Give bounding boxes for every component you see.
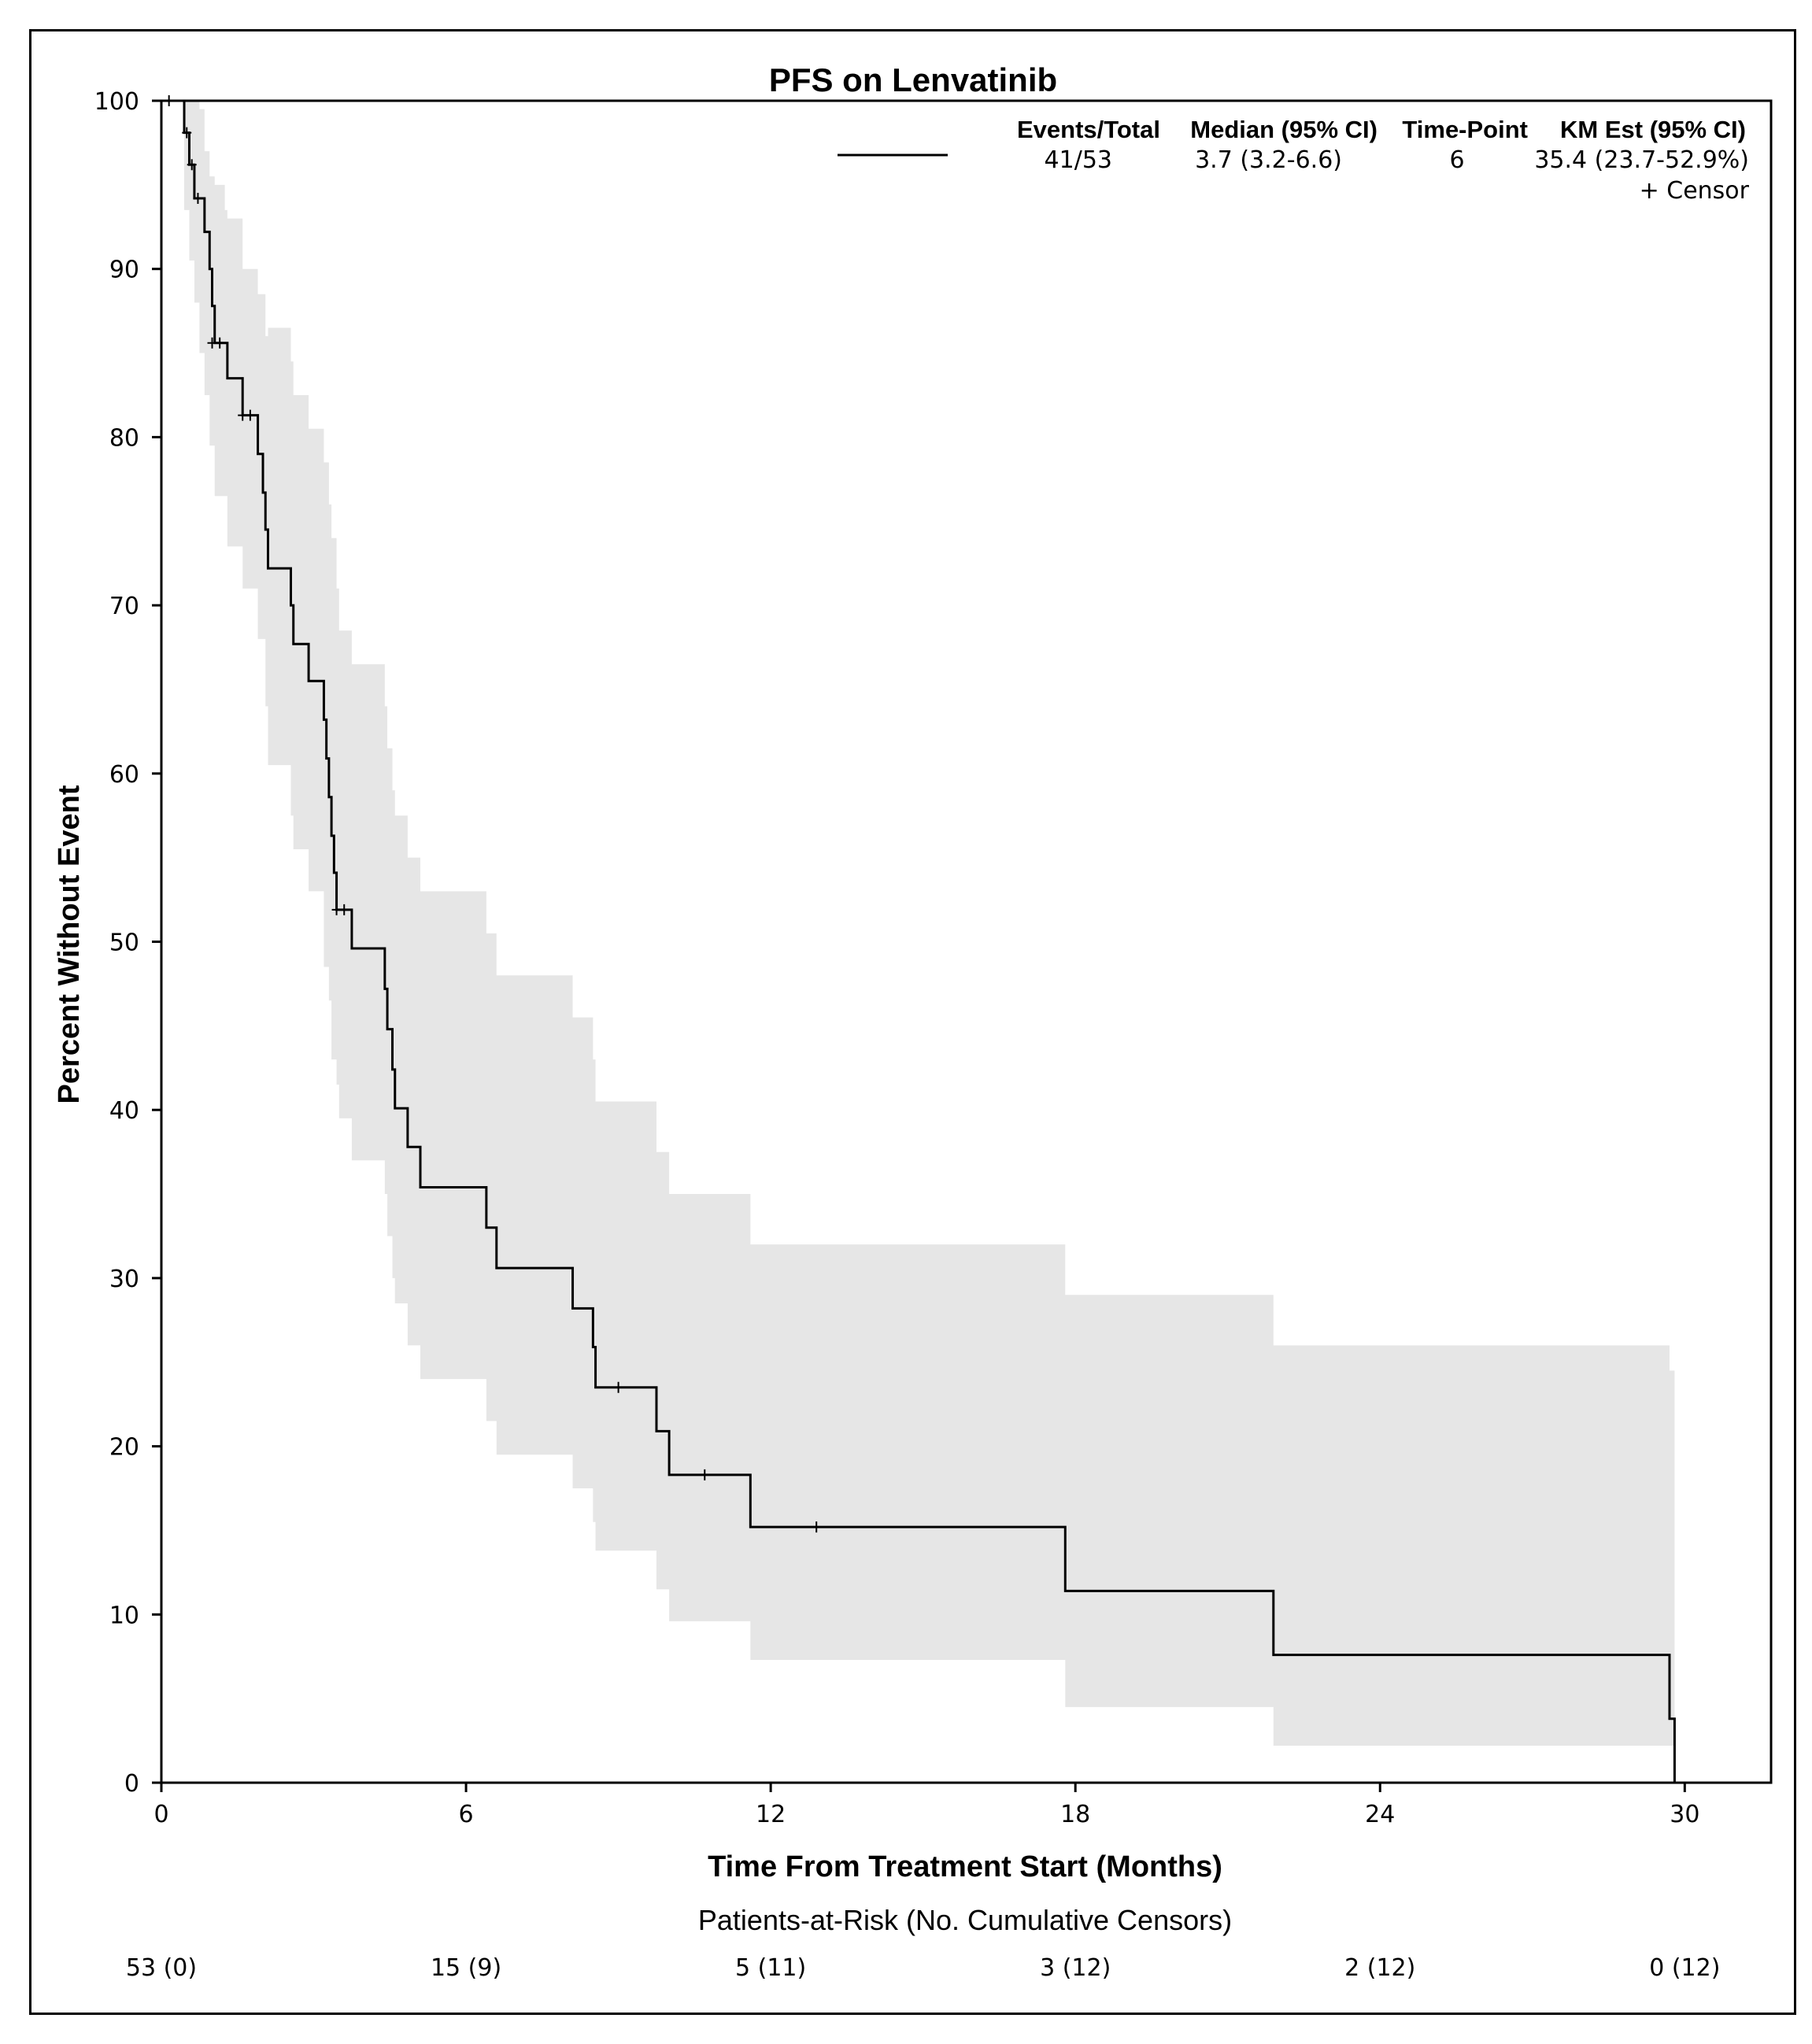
x-tick-label: 18: [1060, 1801, 1090, 1828]
x-tick-label: 6: [459, 1801, 474, 1828]
x-tick-label: 24: [1365, 1801, 1395, 1828]
confidence-band: [161, 101, 1675, 1746]
censor-mark: [215, 337, 225, 349]
y-tick-label: 10: [109, 1602, 139, 1629]
at-risk-count: 5 (11): [735, 1954, 806, 1982]
x-axis-ticks: 0 6 12 18 24 30: [153, 1783, 1699, 1828]
y-tick-label: 20: [109, 1434, 139, 1462]
censor-mark: [187, 159, 197, 171]
y-tick-label: 90: [109, 257, 139, 284]
y-tick-label: 50: [109, 930, 139, 957]
at-risk-row: 53 (0) 15 (9) 5 (11) 3 (12) 2 (12) 0 (12): [126, 1954, 1721, 1982]
y-tick-label: 0: [124, 1770, 139, 1798]
y-tick-label: 40: [109, 1097, 139, 1125]
censor-mark: [182, 127, 192, 139]
legend-censor-label: + Censor: [1640, 177, 1750, 205]
at-risk-title: Patients-at-Risk (No. Cumulative Censors…: [698, 1904, 1232, 1936]
legend-events-value: 41/53: [1045, 146, 1112, 174]
at-risk-count: 3 (12): [1040, 1954, 1111, 1982]
ci-band-area: [161, 101, 1675, 1746]
y-tick-label: 70: [109, 593, 139, 620]
censor-mark: [812, 1521, 822, 1533]
y-tick-label: 100: [94, 88, 139, 116]
legend-median-value: 3.7 (3.2-6.6): [1195, 146, 1342, 174]
y-axis-label: Percent Without Event: [53, 785, 86, 1103]
at-risk-count: 53 (0): [126, 1954, 197, 1982]
legend-timepoint-value: 6: [1449, 146, 1464, 174]
legend-header-events: Events/Total: [1017, 116, 1160, 143]
y-tick-label: 30: [109, 1266, 139, 1293]
legend-header-timepoint: Time-Point: [1402, 116, 1528, 143]
censor-mark: [193, 192, 203, 204]
at-risk-count: 0 (12): [1649, 1954, 1720, 1982]
x-tick-label: 0: [153, 1801, 168, 1828]
legend: Events/Total Median (95% CI) Time-Point …: [838, 116, 1750, 205]
figure-frame: [29, 29, 1796, 2015]
chart-title: PFS on Lenvatinib: [769, 61, 1057, 98]
censor-mark: [700, 1469, 710, 1480]
legend-kmest-value: 35.4 (23.7-52.9%): [1534, 146, 1749, 174]
censor-mark: [613, 1381, 623, 1393]
legend-header-kmest: KM Est (95% CI): [1560, 116, 1746, 143]
x-tick-label: 30: [1670, 1801, 1699, 1828]
legend-header-median: Median (95% CI): [1190, 116, 1377, 143]
at-risk-count: 2 (12): [1344, 1954, 1415, 1982]
censor-mark: [339, 904, 349, 915]
y-tick-label: 80: [109, 424, 139, 452]
x-tick-label: 12: [756, 1801, 786, 1828]
censor-mark: [245, 409, 255, 421]
at-risk-count: 15 (9): [431, 1954, 501, 1982]
y-axis-ticks: 0 10 20 30 40 50 60 70 80 90 100: [94, 88, 161, 1798]
x-axis-label: Time From Treatment Start (Months): [708, 1850, 1222, 1883]
y-tick-label: 60: [109, 761, 139, 789]
censor-marks: [164, 95, 822, 1533]
